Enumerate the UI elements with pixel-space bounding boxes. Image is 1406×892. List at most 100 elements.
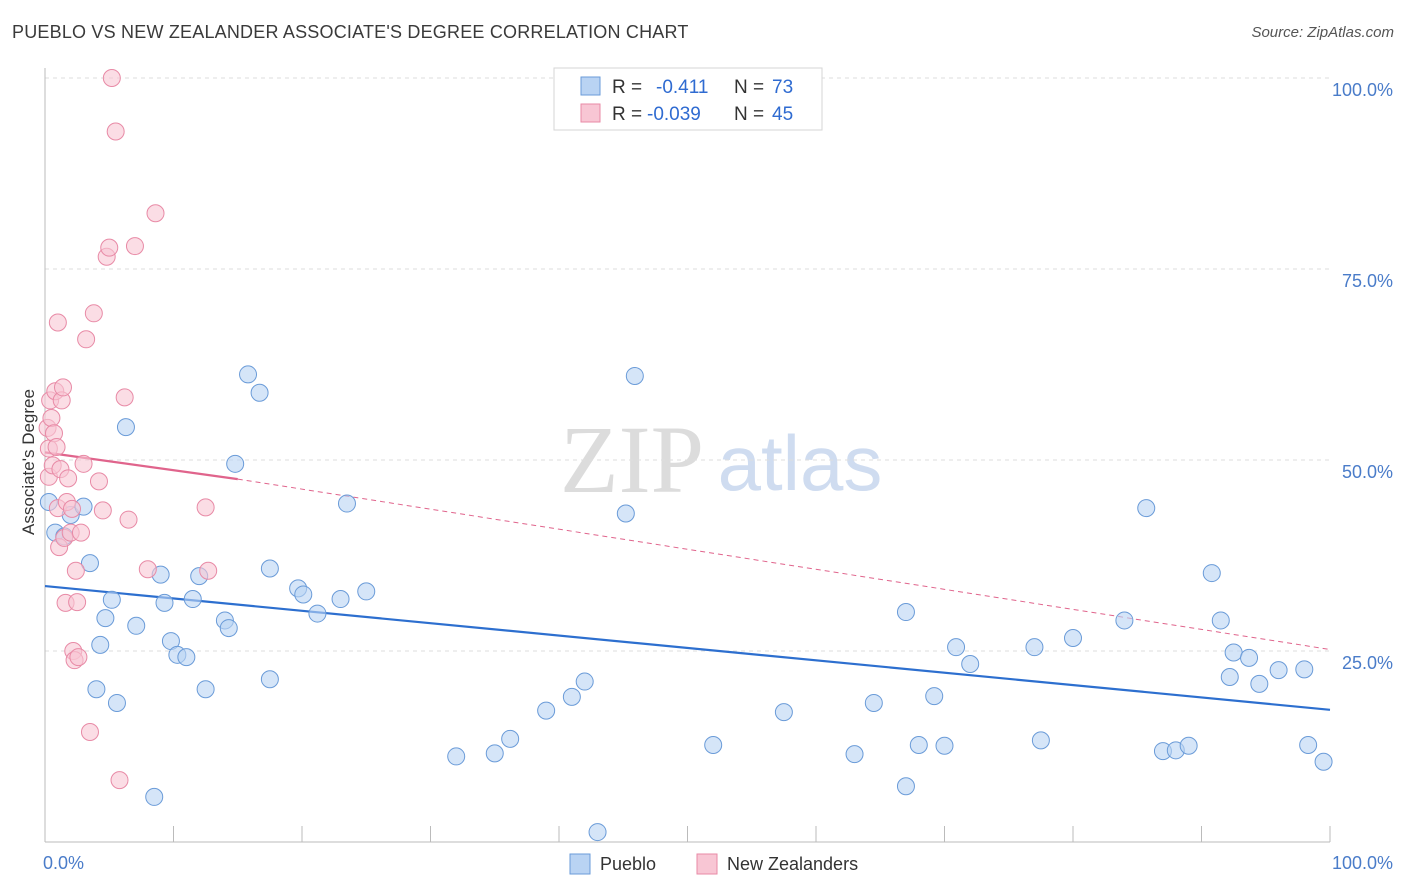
legend-swatch-pueblo [580,76,601,96]
legend-n-value-pueblo: 73 [772,77,793,98]
data-point-nz [68,593,87,612]
data-point-pueblo [1314,752,1333,771]
data-point-nz [62,499,81,518]
data-point-nz [59,469,78,488]
data-point-pueblo [116,418,135,437]
data-point-pueblo [961,654,980,673]
data-point-pueblo [226,454,245,473]
data-point-pueblo [1031,731,1050,750]
data-point-pueblo [1211,611,1230,630]
data-point-nz [115,388,134,407]
data-point-pueblo [1064,629,1082,648]
data-point-pueblo [357,582,376,601]
data-point-nz [89,472,108,491]
data-point-pueblo [625,366,644,385]
data-point-nz [74,454,93,473]
data-point-pueblo [250,383,269,402]
data-point-pueblo [935,736,954,755]
bottom-legend-nz: New Zealanders [727,854,858,874]
trend-lines [44,451,1331,711]
data-point-pueblo [1025,638,1044,657]
data-point-pueblo [337,494,356,513]
data-point-pueblo [308,604,327,623]
data-point-pueblo [102,590,121,609]
data-point-pueblo [1179,736,1198,755]
data-point-pueblo [896,777,915,796]
data-point-nz [110,771,129,790]
data-point-pueblo [845,745,864,764]
data-point-nz [48,313,67,332]
axis-labels: 25.0% 50.0% 75.0% 100.0% 0.0% 100.0% [43,80,1393,873]
data-point-nz [125,237,144,256]
data-point-pueblo [774,703,793,722]
data-point-pueblo [96,609,115,628]
data-point-pueblo [947,638,966,657]
y-tick-label: 75.0% [1342,271,1393,291]
y-tick-label: 25.0% [1342,653,1393,673]
data-point-pueblo [219,619,238,638]
data-point-pueblo [1299,735,1318,754]
data-point-pueblo [145,787,164,806]
data-point-nz [93,501,112,520]
data-point-nz [102,69,121,87]
series-legend: Pueblo New Zealanders [569,853,858,875]
data-point-nz [84,304,103,323]
data-point-pueblo [91,635,110,654]
data-point-pueblo [1295,660,1314,679]
data-point-pueblo [704,735,723,754]
data-points [38,69,1333,842]
data-point-pueblo [925,687,944,706]
data-point-pueblo [588,823,607,842]
trend-line-nz [44,451,238,481]
legend-n-label-pueblo: N = [734,77,764,98]
watermark-atlas: atlas [718,419,883,507]
source-credit: Source: ZipAtlas.com [1251,24,1394,41]
data-point-pueblo [1250,674,1269,693]
data-point-pueblo [485,744,504,763]
data-point-pueblo [155,593,174,612]
data-point-nz [47,438,66,457]
data-point-pueblo [260,670,279,689]
data-point-nz [146,204,165,223]
data-point-pueblo [294,585,313,604]
legend-r-value-nz: -0.039 [647,104,701,125]
data-point-pueblo [239,365,258,384]
data-point-pueblo [1269,661,1288,680]
y-axis-title: Associate's Degree [19,389,38,535]
data-point-pueblo [501,729,520,748]
data-point-pueblo [1202,564,1221,583]
data-point-pueblo [896,603,915,622]
bottom-swatch-pueblo [569,853,591,875]
legend-n-label-nz: N = [734,104,764,125]
data-point-pueblo [127,616,146,635]
data-point-pueblo [107,693,126,712]
data-point-pueblo [331,590,350,609]
data-point-nz [196,498,215,517]
trend-line-nz-extension [237,478,1331,650]
x-tick-label-max: 100.0% [1332,853,1393,873]
data-point-pueblo [1115,611,1134,630]
y-tick-label: 100.0% [1332,80,1393,100]
data-point-pueblo [616,504,635,523]
data-point-pueblo [177,648,196,667]
legend-r-label-pueblo: R = [612,77,642,98]
chart-title: PUEBLO VS NEW ZEALANDER ASSOCIATE'S DEGR… [12,22,689,42]
data-point-pueblo [196,680,215,699]
stats-legend: R = -0.411 N = 73 R = -0.039 N = 45 [553,67,823,131]
data-point-pueblo [1240,648,1259,667]
bottom-legend-pueblo: Pueblo [600,854,656,874]
trend-line-pueblo [44,584,1331,711]
data-point-nz [138,560,157,579]
bottom-swatch-nz [696,853,718,875]
data-point-nz [119,510,138,529]
data-point-pueblo [447,747,466,766]
gridlines [45,77,1330,652]
legend-swatch-nz [580,103,601,123]
data-point-nz [69,648,88,667]
legend-n-value-nz: 45 [772,104,793,125]
legend-r-label-nz: R = [612,104,642,125]
data-point-pueblo [1137,499,1156,518]
data-point-pueblo [260,559,279,578]
data-point-pueblo [1220,667,1239,686]
